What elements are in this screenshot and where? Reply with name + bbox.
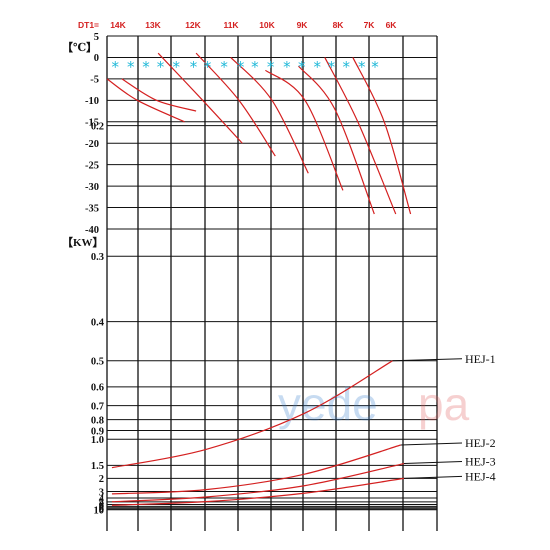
label-HEJ-1: HEJ-1 (465, 352, 496, 366)
y-tick-label: 0.8 (91, 415, 104, 426)
curve-HEJ-2 (111, 444, 401, 495)
y-unit-label-kw: 【KW】 (62, 236, 104, 249)
y-tick-label: 1.5 (91, 461, 104, 472)
dt-header-13K: 13K (145, 20, 161, 30)
marker-asterisk: * (142, 58, 150, 76)
label-HEJ-4: HEJ-4 (465, 469, 496, 483)
dt-header-11K: 11K (223, 20, 239, 30)
marker-asterisk: * (267, 58, 275, 76)
curve-11K (195, 52, 276, 157)
curve-6K (352, 57, 412, 215)
y-tick-label: 5 (94, 32, 99, 43)
curve-10K (230, 57, 309, 174)
dt-header-6K: 6K (386, 20, 398, 30)
y-tick-label: 9 (99, 505, 104, 516)
y-tick-label: 8 (99, 504, 104, 515)
marker-asterisk: * (251, 58, 259, 76)
y-tick-label: -25 (85, 160, 99, 171)
dt-header-9K: 9K (297, 20, 309, 30)
label-HEJ-2: HEJ-2 (465, 436, 496, 450)
leader-HEJ-1 (392, 358, 463, 362)
marker-asterisk: * (328, 58, 336, 76)
y-tick-label: -40 (85, 225, 99, 236)
y-tick-label: 7 (99, 502, 104, 513)
marker-asterisk: * (204, 58, 212, 76)
y-unit-label-celsius: 【℃】 (62, 41, 97, 54)
leader-HEJ-4 (403, 475, 463, 479)
y-tick-label: 4 (99, 494, 105, 505)
y-tick-label: 2 (99, 474, 104, 485)
curve-14K (106, 78, 185, 123)
y-tick-labels: 5 0 -5 -10 -15 -20 -25 -30 -35 -40 【℃】【KW】 0.15 0.2 0… (62, 0, 105, 517)
y-tick-label: 1.0 (91, 435, 104, 446)
dt-label: DT1= (78, 20, 99, 30)
watermark: yede pa (278, 378, 470, 430)
y-tick-label: 0.7 (91, 401, 104, 412)
marker-asterisk: * (237, 58, 245, 76)
marker-asterisk: * (157, 58, 165, 76)
marker-asterisk: * (313, 58, 321, 76)
y-tick-label: -10 (85, 96, 99, 107)
grid (106, 35, 438, 531)
marker-asterisk: * (190, 58, 198, 76)
y-tick-label: 0.5 (91, 357, 104, 368)
marker-asterisk: * (343, 58, 351, 76)
y-tick-label: 0.6 (91, 383, 104, 394)
leader-HEJ-2 (400, 442, 463, 446)
watermark-part-2: pa (418, 378, 470, 430)
dt-header-12K: 12K (185, 20, 201, 30)
curves (106, 52, 412, 506)
label-HEJ-3: HEJ-3 (465, 455, 496, 469)
dt-header-14K: 14K (110, 20, 126, 30)
marker-asterisk: * (220, 58, 228, 76)
y-tick-label: 6 (99, 500, 104, 511)
curve-HEJ-3 (111, 462, 405, 503)
y-tick-label: 3 (99, 487, 104, 498)
y-tick-label: -20 (85, 139, 99, 150)
y-tick-label: -30 (85, 182, 99, 193)
marker-asterisk: * (371, 58, 379, 76)
dt-header-7K: 7K (364, 20, 376, 30)
curve-12K (157, 52, 243, 144)
watermark-part-1: yede (278, 378, 378, 430)
marker-asterisk: * (173, 58, 181, 76)
curve-7K (324, 57, 397, 215)
marker-asterisk: * (358, 58, 366, 76)
curve-8K (297, 65, 375, 215)
marker-asterisk: * (127, 58, 135, 76)
dt-header-10K: 10K (259, 20, 275, 30)
curve-13K (121, 78, 197, 112)
marker-asterisk: * (298, 58, 306, 76)
y-tick-label: 0.4 (91, 317, 105, 328)
y-tick-label: 10 (94, 506, 105, 517)
y-tick-label: 0.2 (91, 121, 104, 132)
y-tick-label: -15 (85, 118, 99, 129)
curve-9K (265, 69, 344, 191)
y-tick-label: -35 (85, 203, 99, 214)
dt-header-8K: 8K (333, 20, 345, 30)
y-tick-label: 5 (99, 498, 104, 509)
y-tick-label: 0.3 (91, 252, 104, 263)
curve-HEJ-1 (111, 360, 393, 469)
curve-HEJ-4 (111, 477, 405, 506)
leader-HEJ-3 (403, 461, 463, 465)
y-tick-label: -5 (90, 75, 99, 86)
y-tick-label: 0 (94, 53, 99, 64)
marker-asterisk: * (112, 58, 120, 76)
markers: * * * * * * * * * * * * * * * * * * (112, 58, 380, 76)
y-tick-label: 0.9 (91, 426, 104, 437)
marker-asterisk: * (283, 58, 291, 76)
y-tick-label: 0.15 (86, 0, 104, 2)
dt-headers: DT1= 14K 13K 12K 11K 10K 9K 8K 7K 6K (78, 20, 397, 30)
